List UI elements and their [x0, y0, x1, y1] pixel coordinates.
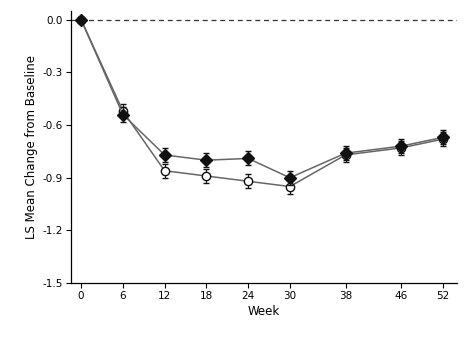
Y-axis label: LS Mean Change from Baseline: LS Mean Change from Baseline	[25, 55, 39, 239]
X-axis label: Week: Week	[248, 305, 280, 318]
